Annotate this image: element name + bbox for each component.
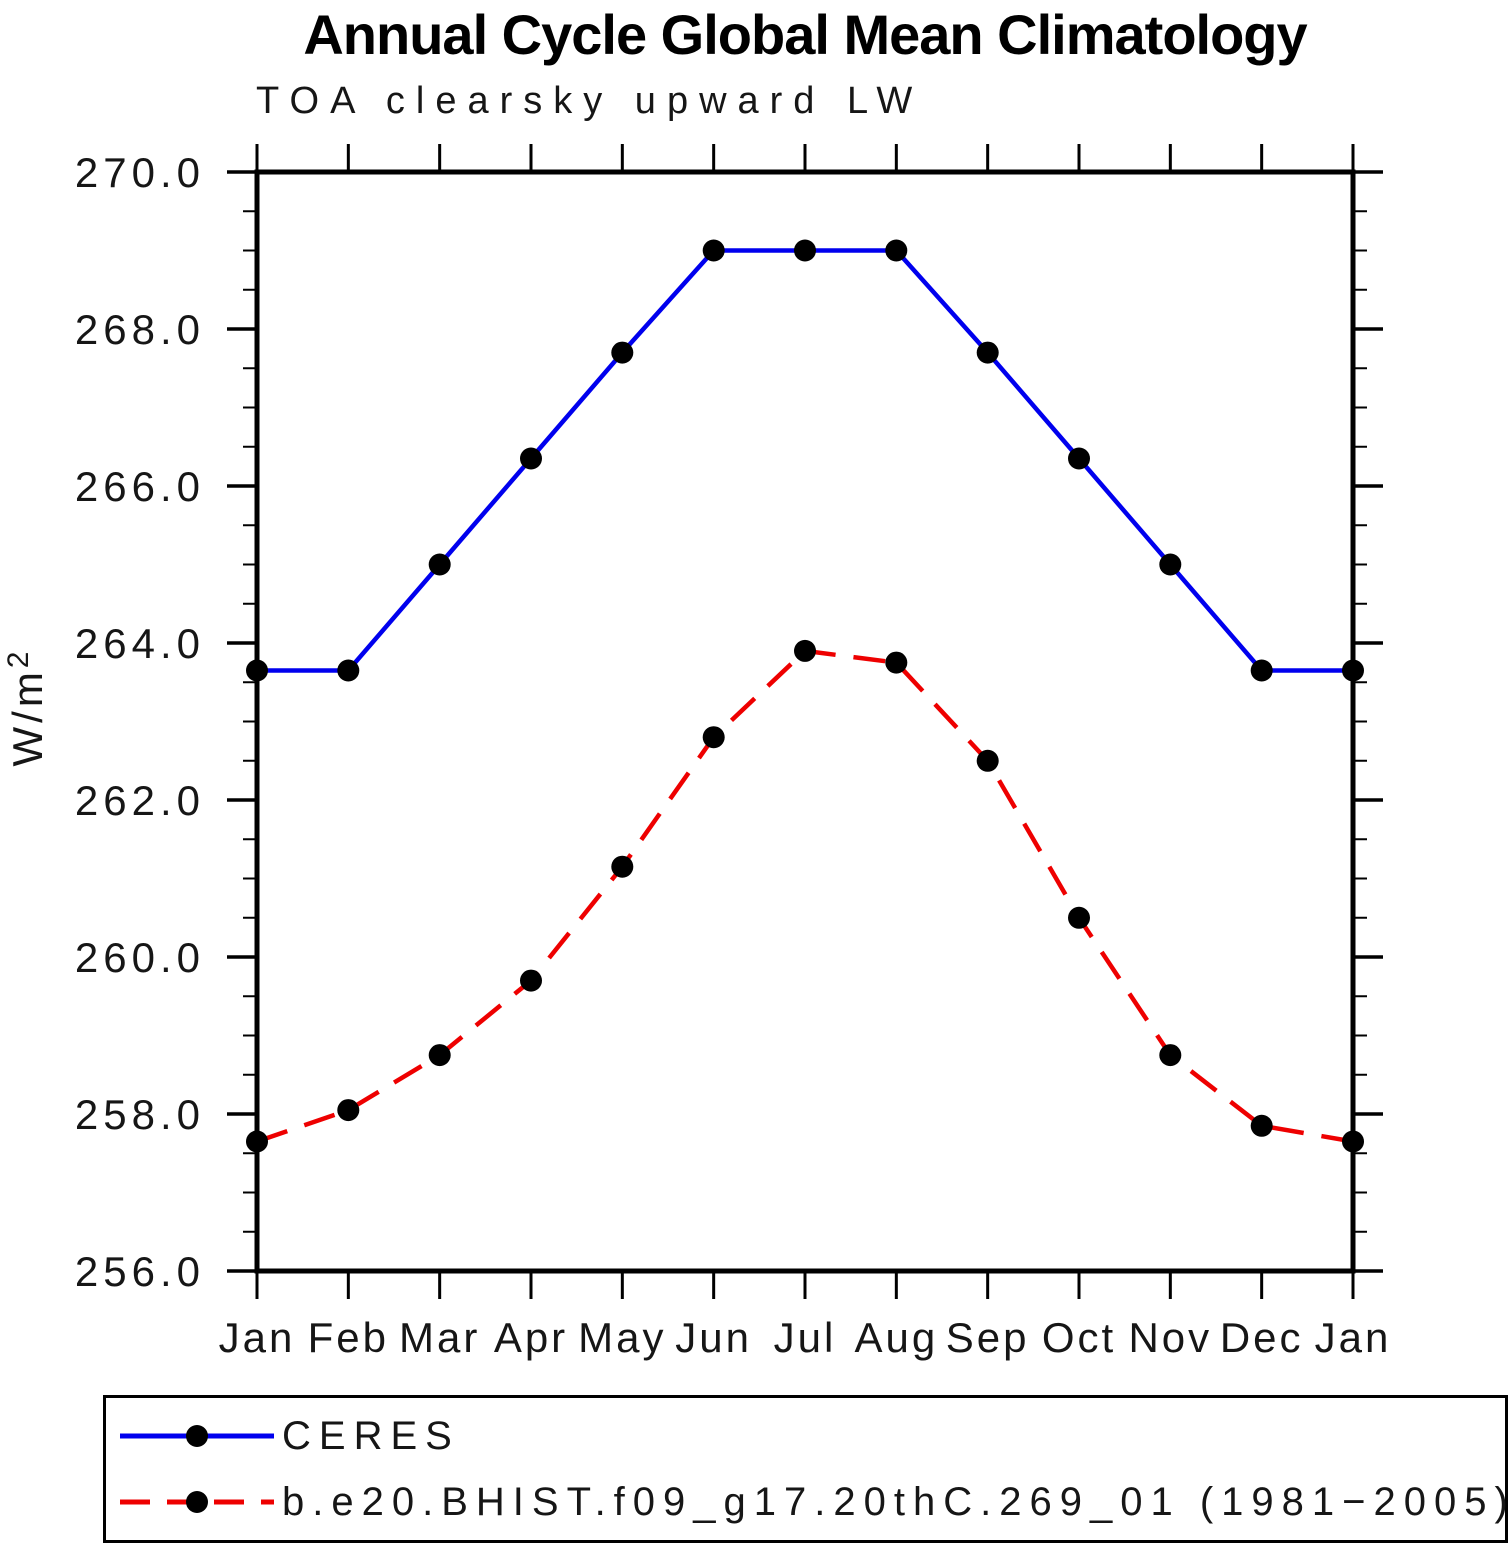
y-tick-label: 260.0 (75, 934, 205, 981)
x-tick-label: Jul (774, 1314, 837, 1361)
legend-marker-icon (186, 1491, 208, 1513)
legend-label-ceres: CERES (282, 1413, 460, 1458)
y-tick-label: 266.0 (75, 463, 205, 510)
data-point-marker (976, 341, 999, 364)
series-line-ceres (257, 248, 1353, 673)
data-point-marker (702, 726, 725, 749)
data-point-marker (611, 341, 634, 364)
x-tick-label: Mar (399, 1314, 480, 1361)
x-tick-label: Jan (1315, 1314, 1392, 1361)
x-tick-label: Nov (1128, 1314, 1212, 1361)
data-point-marker (1068, 447, 1090, 470)
data-point-marker (1250, 659, 1273, 682)
x-tick-label: Sep (946, 1314, 1030, 1361)
y-axis-title: W/m2 (2, 648, 51, 767)
data-point-marker (1159, 1044, 1182, 1067)
data-point-marker (520, 447, 542, 470)
legend: CERES b.e20.BHIST.f09_g17.20thC.269_01 (… (103, 1395, 1508, 1543)
x-tick-label: Apr (494, 1314, 568, 1361)
data-point-marker (520, 969, 542, 992)
x-tick-label: Jun (675, 1314, 752, 1361)
data-point-marker (1068, 906, 1090, 929)
x-tick-label: Dec (1220, 1314, 1304, 1361)
legend-item-ceres: CERES (112, 1408, 1505, 1464)
data-point-marker (337, 1099, 360, 1122)
data-point-marker (1342, 1130, 1364, 1153)
legend-sample-model (120, 1491, 274, 1513)
legend-item-model: b.e20.BHIST.f09_g17.20thC.269_01 (1981−2… (112, 1474, 1508, 1530)
chart-subtitle: TOA clearsky upward LW (256, 80, 924, 122)
y-tick-label: 258.0 (75, 1091, 205, 1138)
data-point-marker (1250, 1114, 1273, 1137)
x-tick-label: May (578, 1314, 666, 1361)
x-tick-label: Feb (308, 1314, 389, 1361)
plot-border (254, 169, 1356, 1274)
data-point-marker (428, 553, 451, 576)
data-point-marker (885, 239, 908, 262)
data-point-marker (337, 659, 360, 682)
data-point-marker (1159, 553, 1182, 576)
y-tick-label: 264.0 (75, 620, 205, 667)
data-point-marker (611, 855, 634, 878)
data-point-marker (794, 239, 816, 262)
series-line-model (256, 648, 1354, 1144)
legend-label-model: b.e20.BHIST.f09_g17.20thC.269_01 (1981−2… (282, 1479, 1511, 1524)
data-point-marker (794, 639, 816, 662)
data-point-marker (702, 239, 725, 262)
data-point-marker (428, 1044, 451, 1067)
y-tick-label: 256.0 (75, 1248, 205, 1295)
y-tick-label: 262.0 (75, 777, 205, 824)
legend-sample-ceres (120, 1425, 274, 1447)
legend-marker-icon (186, 1425, 208, 1447)
data-point-marker (885, 651, 908, 674)
data-point-marker (246, 659, 268, 682)
x-tick-label: Oct (1042, 1314, 1116, 1361)
data-point-marker (246, 1130, 268, 1153)
data-point-marker (1342, 659, 1364, 682)
chart-title: Annual Cycle Global Mean Climatology (303, 3, 1307, 66)
y-tick-label: 270.0 (75, 149, 205, 196)
y-tick-label: 268.0 (75, 306, 205, 353)
data-point-marker (976, 749, 999, 772)
x-tick-label: Jan (219, 1314, 296, 1361)
x-tick-label: Aug (854, 1314, 938, 1361)
